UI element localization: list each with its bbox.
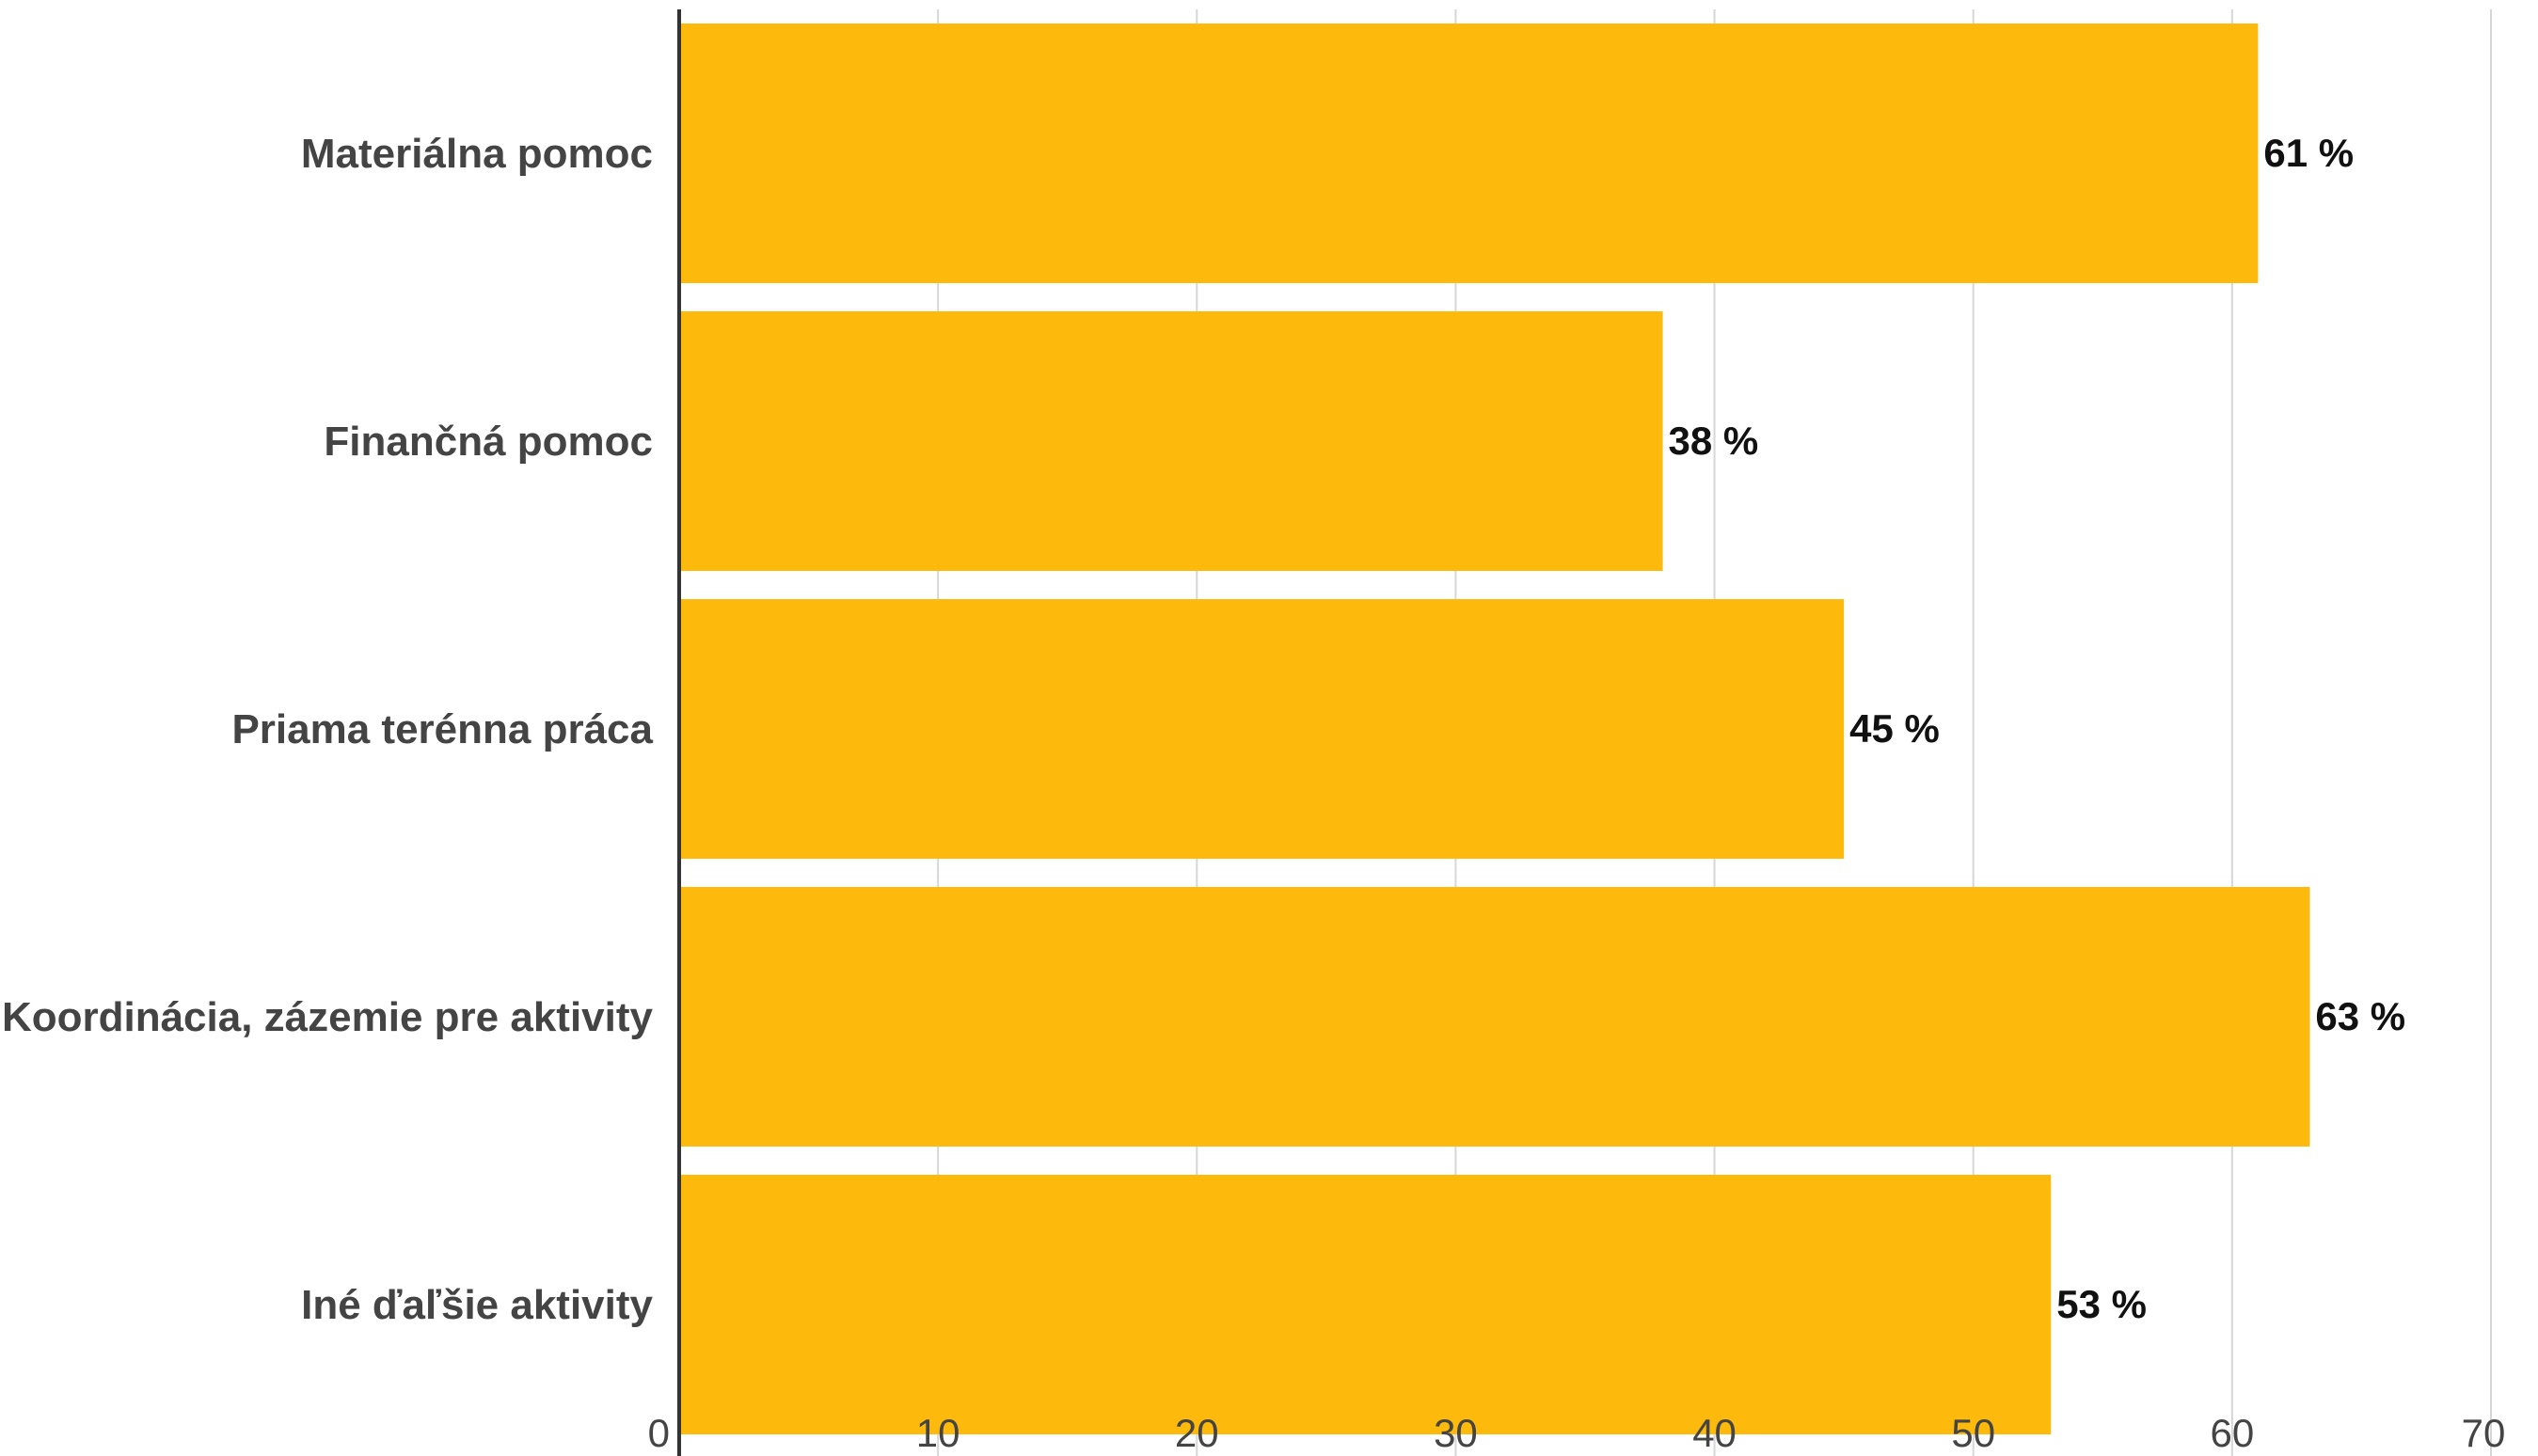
x-tick-label-30: 30 — [1434, 1411, 1478, 1455]
x-tick-label-20: 20 — [1175, 1411, 1219, 1455]
value-label-1: 61 % — [2263, 131, 2354, 175]
value-label-2: 38 % — [1669, 419, 1759, 463]
x-tick-label-70: 70 — [2462, 1411, 2506, 1455]
value-label-5: 53 % — [2056, 1282, 2147, 1326]
category-label-2: Finančná pomoc — [324, 419, 653, 465]
value-label-4: 63 % — [2315, 994, 2405, 1038]
bar-5 — [679, 1175, 2052, 1434]
bar-1 — [679, 24, 2259, 283]
bar-2 — [679, 311, 1663, 571]
labels: 0 10 20 30 40 50 60 70 Materiálna pomoc 61 % Finan… — [2, 131, 2505, 1455]
category-label-5: Iné ďaľšie aktivity — [301, 1282, 653, 1328]
category-label-3: Priama terénna práca — [231, 706, 653, 752]
value-label-3: 45 % — [1849, 706, 1940, 751]
category-label-4: Koordinácia, zázemie pre aktivity — [2, 994, 654, 1040]
x-tick-label-50: 50 — [1951, 1411, 1995, 1455]
bar-3 — [679, 599, 1845, 859]
x-tick-label-10: 10 — [916, 1411, 960, 1455]
x-tick-label-60: 60 — [2210, 1411, 2254, 1455]
x-tick-label-40: 40 — [1692, 1411, 1737, 1455]
x-tick-label-0: 0 — [648, 1411, 670, 1455]
bars — [679, 24, 2310, 1434]
bar-4 — [679, 887, 2310, 1147]
category-label-1: Materiálna pomoc — [301, 131, 653, 177]
